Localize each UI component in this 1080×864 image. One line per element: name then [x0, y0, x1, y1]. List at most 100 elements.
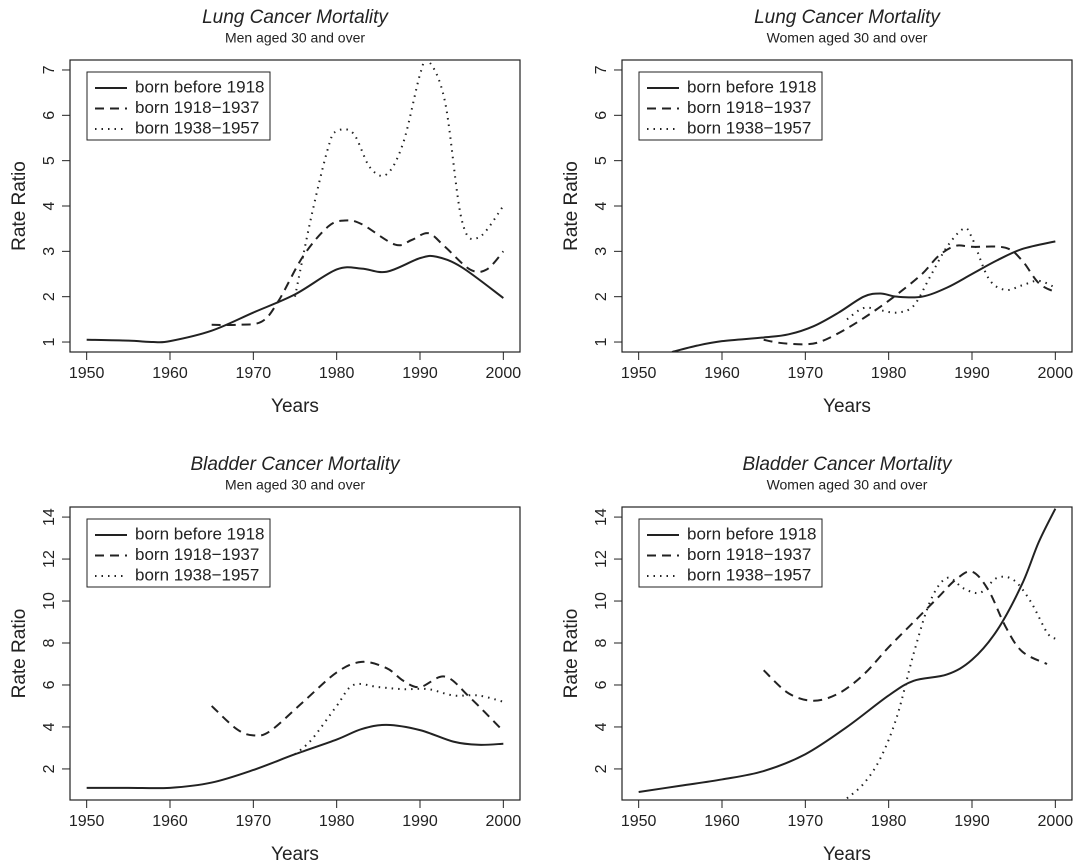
y-tick-label: 5 [41, 156, 58, 165]
series-line [210, 660, 505, 737]
x-tick-label: 2000 [1038, 813, 1074, 830]
legend-label: born 1918−1937 [135, 545, 259, 564]
panel: Bladder Cancer Mortality Women aged 30 an… [561, 454, 1073, 864]
legend-label: born before 1918 [135, 77, 265, 96]
legend-label: born before 1918 [687, 524, 817, 543]
y-tick-label: 12 [593, 550, 610, 568]
chart-subtitle: Men aged 30 and over [225, 30, 365, 46]
legend-label: born before 1918 [687, 77, 817, 96]
series-line [86, 723, 504, 790]
y-axis-label: Rate Ratio [561, 609, 582, 699]
y-tick-label: 2 [593, 764, 610, 773]
x-tick-label: 1970 [788, 813, 824, 830]
y-tick-label: 2 [41, 764, 58, 773]
legend-box [638, 71, 823, 141]
x-tick-label: 1980 [871, 365, 907, 382]
legend-box [638, 518, 823, 588]
x-tick-label: 1950 [621, 365, 657, 382]
chart-subtitle: Women aged 30 and over [767, 477, 928, 493]
series-line [671, 240, 1056, 352]
chart-title: Lung Cancer Mortality [202, 7, 389, 28]
y-tick-label: 1 [593, 337, 610, 346]
y-tick-label: 3 [593, 247, 610, 256]
x-tick-label: 1960 [152, 813, 188, 830]
chart-subtitle: Men aged 30 and over [225, 477, 365, 493]
chart-title: Bladder Cancer Mortality [190, 454, 401, 475]
x-tick-label: 1960 [704, 365, 740, 382]
series-line [638, 508, 1057, 794]
y-axis-label: Rate Ratio [561, 161, 582, 251]
series-line [762, 570, 1048, 702]
plot-frame [621, 59, 1073, 353]
legend-label: born 1918−1937 [687, 545, 811, 564]
y-tick-label: 6 [593, 111, 610, 120]
x-tick-label: 1970 [236, 365, 272, 382]
series-line [846, 575, 1056, 800]
plot-frame [69, 59, 521, 353]
panel: Lung Cancer Mortality Men aged 30 and ove… [9, 7, 521, 417]
chart-subtitle: Women aged 30 and over [767, 30, 928, 46]
x-axis-label: Years [823, 396, 871, 417]
x-axis-label: Years [271, 844, 319, 864]
plot-frame [69, 506, 521, 801]
y-axis-label: Rate Ratio [9, 161, 30, 251]
x-tick-label: 1960 [704, 813, 740, 830]
x-tick-label: 2000 [1038, 365, 1074, 382]
y-tick-label: 6 [41, 680, 58, 689]
panel: Lung Cancer Mortality Women aged 30 and o… [561, 7, 1073, 417]
y-tick-label: 10 [41, 592, 58, 610]
y-tick-label: 2 [593, 292, 610, 301]
y-axis-label: Rate Ratio [9, 609, 30, 699]
series-line [294, 60, 505, 297]
y-tick-label: 3 [41, 247, 58, 256]
x-tick-label: 1970 [788, 365, 824, 382]
y-tick-label: 2 [41, 292, 58, 301]
x-tick-label: 1960 [152, 365, 188, 382]
panel: Bladder Cancer Mortality Men aged 30 and … [9, 454, 521, 864]
x-tick-label: 1990 [954, 365, 990, 382]
plot-frame [621, 506, 1073, 801]
y-tick-label: 7 [593, 65, 610, 74]
legend-label: born 1938−1957 [135, 565, 259, 584]
y-tick-label: 7 [41, 65, 58, 74]
x-tick-label: 1950 [69, 813, 105, 830]
y-tick-label: 4 [593, 201, 610, 210]
y-tick-label: 6 [593, 680, 610, 689]
y-tick-label: 4 [593, 722, 610, 731]
legend-label: born 1938−1957 [687, 118, 811, 137]
x-tick-label: 2000 [486, 365, 522, 382]
legend-box [86, 71, 271, 141]
y-tick-label: 6 [41, 111, 58, 120]
y-tick-label: 4 [41, 722, 58, 731]
x-tick-label: 1980 [871, 813, 907, 830]
y-tick-label: 1 [41, 337, 58, 346]
y-tick-label: 14 [41, 508, 58, 526]
x-axis-label: Years [271, 396, 319, 417]
chart-title: Lung Cancer Mortality [754, 7, 941, 28]
y-tick-label: 8 [593, 638, 610, 647]
legend-label: born 1938−1957 [135, 118, 259, 137]
y-tick-label: 8 [41, 638, 58, 647]
legend-label: born before 1918 [135, 524, 265, 543]
x-tick-label: 1980 [319, 813, 355, 830]
legend-label: born 1938−1957 [687, 565, 811, 584]
series-line [211, 219, 505, 327]
legend-label: born 1918−1937 [687, 98, 811, 117]
y-tick-label: 10 [593, 592, 610, 610]
series-line [86, 254, 504, 344]
x-axis-label: Years [823, 844, 871, 864]
x-tick-label: 1950 [69, 365, 105, 382]
chart-title: Bladder Cancer Mortality [742, 454, 953, 475]
y-tick-label: 4 [41, 201, 58, 210]
x-tick-label: 1980 [319, 365, 355, 382]
y-tick-label: 12 [41, 550, 58, 568]
x-tick-label: 1990 [954, 813, 990, 830]
x-tick-label: 1990 [402, 813, 438, 830]
x-tick-label: 1970 [236, 813, 272, 830]
x-tick-label: 1950 [621, 813, 657, 830]
x-tick-label: 2000 [486, 813, 522, 830]
y-tick-label: 5 [593, 156, 610, 165]
y-tick-label: 14 [593, 508, 610, 526]
series-line [846, 227, 1056, 321]
